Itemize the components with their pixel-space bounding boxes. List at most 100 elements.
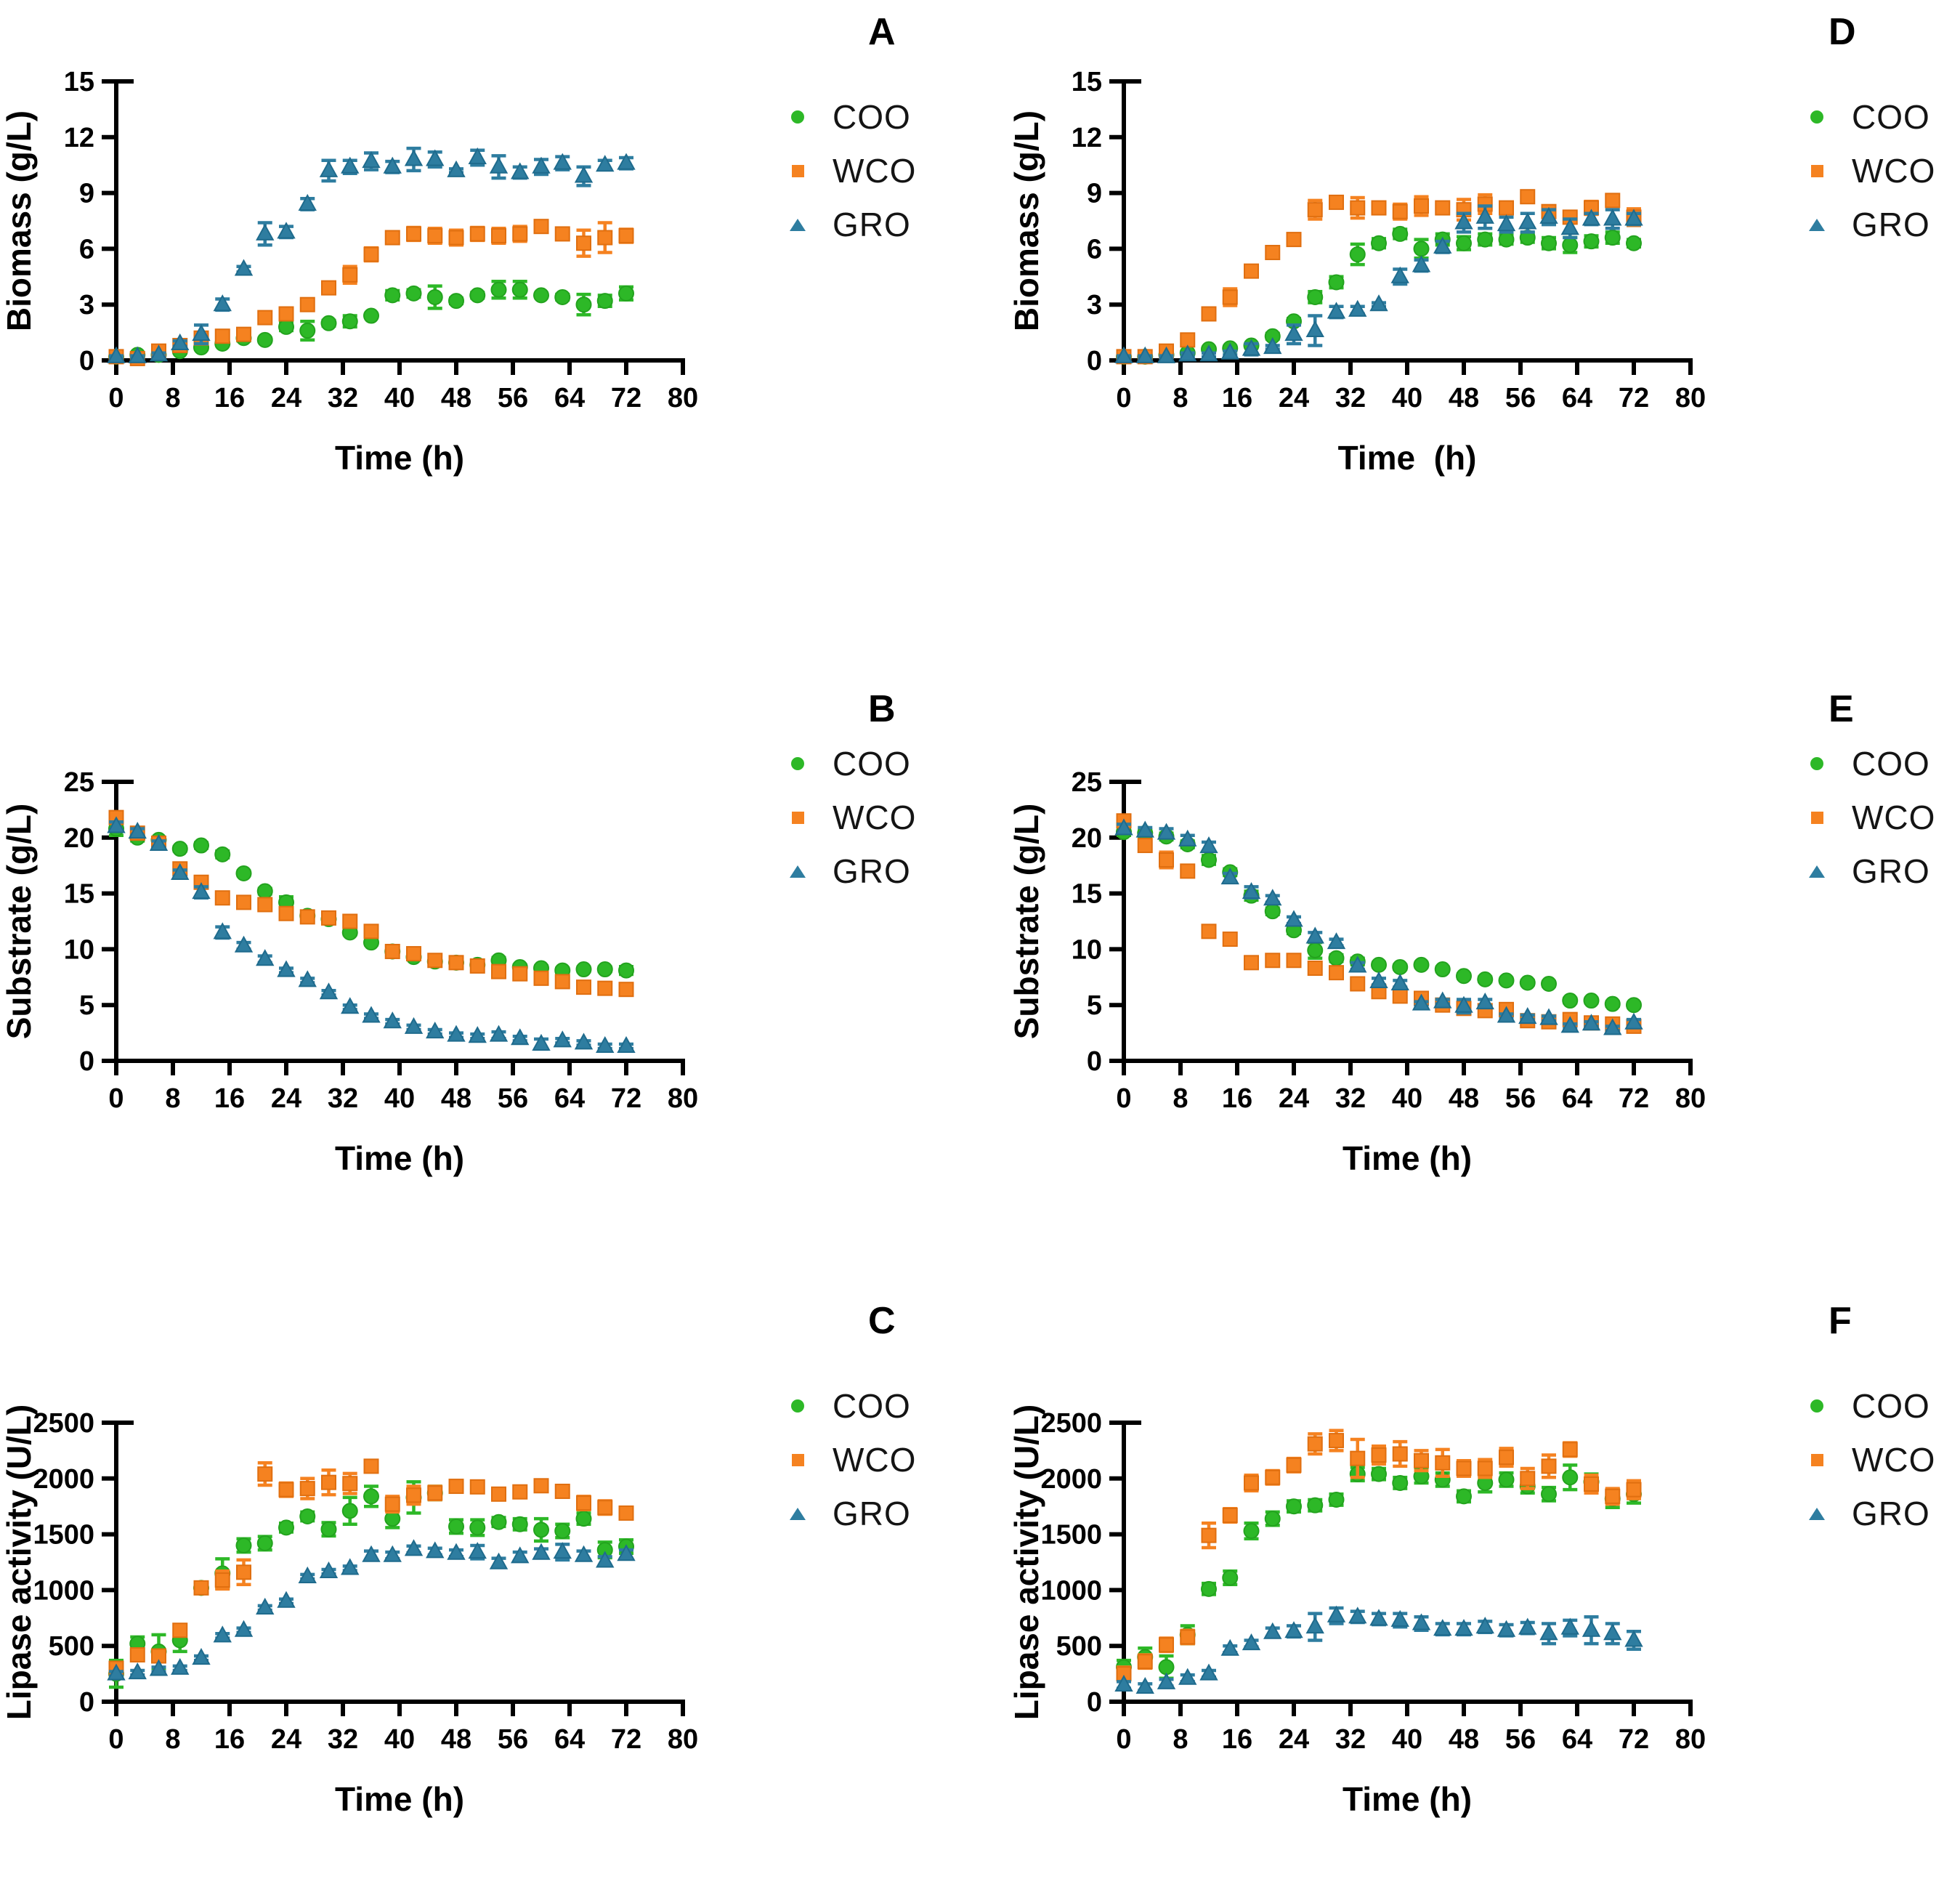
marker [468,1542,487,1559]
marker [576,235,591,251]
marker [553,1542,572,1559]
marker [321,280,336,296]
y-tick-label: 12 [1072,123,1102,153]
gro-triangle-icon [790,218,806,231]
marker [1520,189,1536,205]
marker [341,997,360,1014]
marker [469,958,485,974]
marker [511,162,530,179]
marker [1605,193,1621,209]
marker [1392,958,1409,975]
marker [214,328,230,344]
x-tick-label: 24 [1279,1083,1309,1114]
marker [1392,988,1408,1004]
y-tick-label: 15 [64,67,94,97]
marker [1499,1450,1514,1466]
marker [1626,235,1642,251]
marker [553,153,572,170]
wco-marker-box [782,811,814,824]
marker [1305,320,1324,338]
marker [618,285,634,302]
x-tick-label: 56 [1505,1083,1536,1114]
marker [406,1487,421,1503]
marker [575,1511,592,1527]
marker [1201,924,1217,940]
axes: 0 3 6 9 12 15 0 8 16 24 32 40 48 56 64 72 80 [1072,67,1706,413]
marker [427,1485,443,1501]
x-tick-label: 8 [1173,1083,1188,1114]
marker [1603,1018,1622,1035]
marker [171,333,190,350]
panel-A: 0 3 6 9 12 15 0 8 16 24 32 40 48 56 64 72 80 Time (h) Biom… [0,0,980,626]
marker [1114,346,1133,363]
marker [1604,230,1621,246]
legend-label-wco: WCO [833,152,917,190]
marker [1456,968,1472,985]
marker [1328,1491,1345,1508]
marker [1413,956,1430,973]
marker [149,344,169,362]
gro-marker-box [1801,218,1833,231]
coo-circle-icon [791,1399,804,1413]
marker [597,980,613,996]
series-coo-group [108,820,634,979]
marker [256,1535,273,1551]
marker [236,326,251,342]
marker [299,1508,316,1525]
x-tick-label: 16 [1222,1724,1252,1755]
marker [427,953,443,969]
marker [1222,1569,1239,1586]
marker [1348,299,1367,317]
panel-B: 0 5 10 15 20 25 0 8 16 24 32 40 48 56 64 72 80 Time (h) Su… [0,626,980,1253]
marker [1433,991,1452,1009]
marker [596,293,613,310]
marker [1265,1469,1281,1485]
marker [384,1496,400,1512]
x-tick-label: 0 [1116,383,1131,413]
marker [1541,1458,1557,1474]
marker [1390,266,1409,283]
marker [298,193,317,211]
marker [214,1572,230,1588]
marker [1435,200,1451,216]
marker [405,285,422,302]
marker [576,979,591,995]
x-tick-label: 0 [108,1724,123,1755]
y-axis-title: Substrate (g/L) [1008,804,1045,1040]
marker [193,1580,209,1596]
marker [277,960,296,977]
marker [214,846,231,862]
marker [1541,976,1557,993]
legend-item-gro: GRO [782,198,916,251]
marker [1369,294,1388,312]
marker [426,1021,445,1039]
marker [299,909,315,925]
chart-substrate-E: 0 5 10 15 20 25 0 8 16 24 32 40 48 56 64 72 80 Time (h) Su… [1008,767,1706,1177]
marker [1348,955,1367,973]
gro-marker-box [782,218,814,231]
marker [214,890,230,906]
legend-item-wco: WCO [1801,144,1935,198]
marker [404,1539,424,1556]
marker [618,962,634,979]
marker [1329,1433,1344,1449]
gro-triangle-icon [1809,1507,1825,1520]
marker [1392,225,1409,242]
marker [1265,245,1281,261]
marker [171,862,190,880]
marker [426,1541,445,1559]
x-tick-label: 32 [328,383,358,413]
marker [491,963,506,979]
series-coo-group [108,1480,634,1689]
marker [1392,1446,1408,1462]
marker [362,151,381,169]
gro-marker-box [782,1507,814,1520]
axes: 0 500 1000 1500 2000 2500 0 8 16 24 32 40 48 56 64 72 80 [1040,1408,1706,1755]
marker [341,156,360,174]
marker [1456,1460,1472,1476]
marker [1263,337,1282,355]
marker [1178,1668,1197,1685]
marker [1562,237,1579,254]
panel-letter-D: D [1829,11,1856,53]
